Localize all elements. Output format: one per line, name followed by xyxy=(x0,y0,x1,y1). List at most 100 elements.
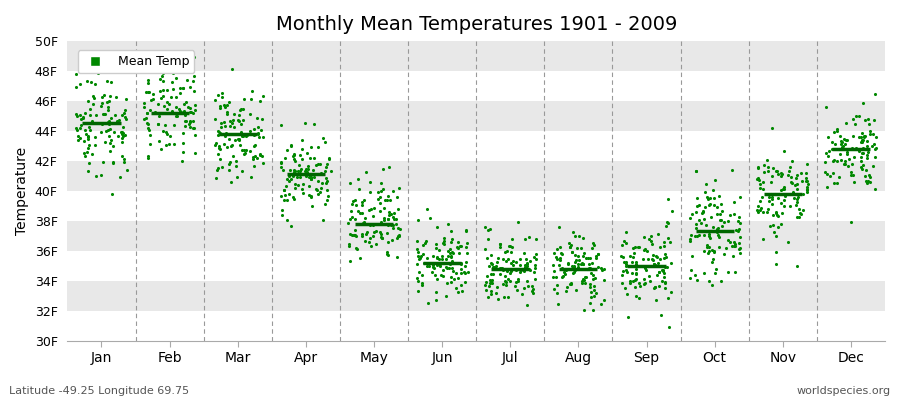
Point xyxy=(661,235,675,241)
Point xyxy=(484,271,499,278)
Point xyxy=(861,116,876,122)
Point xyxy=(389,216,403,222)
Point xyxy=(796,178,810,185)
Point xyxy=(186,73,201,79)
Point xyxy=(461,268,475,275)
Point xyxy=(502,243,517,250)
Point xyxy=(77,153,92,160)
Point xyxy=(248,142,262,148)
Point xyxy=(436,267,450,273)
Point xyxy=(246,154,260,160)
Point xyxy=(302,182,316,189)
Point xyxy=(183,124,197,131)
Point xyxy=(847,179,861,185)
Point xyxy=(142,107,157,113)
Point xyxy=(420,206,435,213)
Point xyxy=(162,101,176,108)
Point xyxy=(717,218,732,225)
Point xyxy=(626,254,640,260)
Point xyxy=(856,137,870,144)
Point xyxy=(212,129,226,136)
Point xyxy=(97,92,112,98)
Point xyxy=(790,195,805,202)
Point xyxy=(234,120,248,127)
Point xyxy=(347,197,362,204)
Point xyxy=(410,275,424,282)
Point xyxy=(314,185,328,191)
Point xyxy=(548,254,562,260)
Point xyxy=(616,258,631,265)
Point xyxy=(761,198,776,204)
Point xyxy=(140,155,155,162)
Point xyxy=(164,94,178,101)
Point xyxy=(649,296,663,303)
Point xyxy=(417,242,431,248)
Point xyxy=(384,237,399,244)
Point xyxy=(701,230,716,237)
Point xyxy=(760,156,774,163)
Point xyxy=(499,279,513,285)
Point xyxy=(417,260,431,266)
Point xyxy=(767,229,781,236)
Point xyxy=(500,256,515,262)
Point xyxy=(527,262,542,268)
Point xyxy=(712,234,726,240)
Point xyxy=(347,216,362,222)
Point xyxy=(577,277,591,283)
Point xyxy=(232,112,247,119)
Point xyxy=(85,151,99,158)
Point xyxy=(778,193,792,200)
Point xyxy=(169,104,184,111)
Point xyxy=(246,156,260,162)
Point xyxy=(440,248,454,254)
Point xyxy=(356,210,370,216)
Point xyxy=(491,296,505,302)
Point xyxy=(310,144,325,150)
Point xyxy=(506,258,520,264)
Point xyxy=(451,274,465,281)
Point xyxy=(658,285,672,291)
Point xyxy=(794,170,808,176)
Point xyxy=(366,221,381,228)
Point xyxy=(712,244,726,250)
Point xyxy=(303,144,318,150)
Point xyxy=(851,113,866,119)
Point xyxy=(575,260,590,267)
Point xyxy=(549,282,563,288)
Point xyxy=(280,216,294,223)
Point xyxy=(294,166,309,172)
Point xyxy=(572,256,587,263)
Point xyxy=(689,168,704,174)
Point xyxy=(423,215,437,222)
Point xyxy=(868,134,883,140)
Point xyxy=(220,108,234,115)
Point xyxy=(435,256,449,262)
Point xyxy=(525,288,539,294)
Point xyxy=(840,151,854,158)
Point xyxy=(827,180,842,186)
Point xyxy=(381,252,395,258)
Point xyxy=(120,167,134,173)
Point xyxy=(733,245,747,251)
Point xyxy=(860,138,874,144)
Point xyxy=(482,279,497,286)
Point xyxy=(838,141,852,148)
Point xyxy=(285,171,300,178)
Point xyxy=(698,189,712,195)
Point xyxy=(697,248,711,254)
Point xyxy=(692,232,706,238)
Point xyxy=(774,170,788,176)
Point xyxy=(481,255,495,262)
Point xyxy=(616,268,630,274)
Point xyxy=(698,204,712,210)
Point xyxy=(185,78,200,84)
Point xyxy=(151,121,166,127)
Point xyxy=(833,133,848,139)
Point xyxy=(774,173,788,180)
Point xyxy=(503,243,517,250)
Point xyxy=(713,217,727,224)
Point xyxy=(310,178,325,185)
Point xyxy=(176,101,191,107)
Point xyxy=(580,266,594,272)
Point xyxy=(696,207,710,214)
